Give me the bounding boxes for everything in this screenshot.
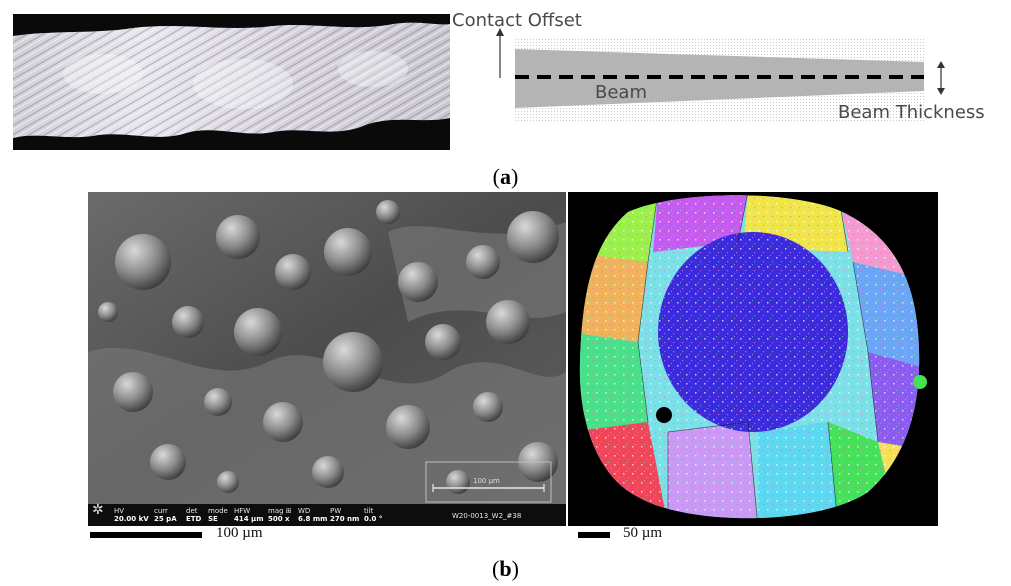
sem-info-mag: mag ⊞ 500 x — [268, 507, 292, 523]
sem-info-det: det ETD — [186, 507, 202, 523]
beam-thickness-label: Beam Thickness — [838, 102, 985, 123]
sem-scale-label: 100 µm — [216, 525, 263, 541]
beam-diagram: Contact Offset Beam Beam Thickness — [452, 6, 1011, 156]
sem-info-bar: ✲ HV 20.00 kV curr 25 pA det ETD mode SE HFW… — [88, 502, 566, 526]
sem-internal-scale-label: 100 µm — [473, 477, 500, 485]
beam-label: Beam — [595, 82, 647, 103]
sem-info-pw: PW 270 nm — [330, 507, 360, 523]
sem-info-mode: mode SE — [208, 507, 228, 523]
sem-info-wd: WD 6.8 mm — [298, 507, 328, 523]
contact-offset-arrowhead — [496, 28, 504, 36]
sem-image-svg — [88, 192, 566, 504]
ebsd-map-svg — [579, 195, 927, 519]
panel-a-label: (a) — [492, 164, 519, 189]
sem-info-hfw: HFW 414 µm — [234, 507, 264, 523]
ebsd-map — [568, 192, 938, 526]
panel-b-label: (b) — [492, 556, 519, 581]
fei-logo-icon: ✲ — [92, 502, 104, 518]
panel-a-letter: a — [500, 164, 511, 189]
ebsd-void — [656, 407, 672, 423]
optical-micrograph — [13, 14, 450, 150]
thickness-arrowhead-down — [937, 88, 945, 95]
sem-scale-box — [425, 461, 552, 503]
sem-info-tilt: tilt 0.0 ° — [364, 507, 383, 523]
sem-info-curr: curr 25 pA — [154, 507, 177, 523]
beam-diagram-svg — [496, 28, 945, 121]
optical-micrograph-image — [13, 14, 450, 150]
ebsd-scale-bar — [578, 532, 610, 538]
ebsd-scale-label: 50 µm — [623, 525, 663, 541]
sem-info-hv: HV 20.00 kV — [114, 507, 149, 523]
contact-offset-label: Contact Offset — [452, 10, 582, 31]
panel-b-letter: b — [499, 556, 512, 581]
sem-image: 100 µm ✲ HV 20.00 kV curr 25 pA det ETD mod… — [88, 192, 566, 526]
sem-sample-id: W20-0013_W2_#38 — [452, 512, 522, 520]
ebsd-grains — [579, 195, 920, 519]
thickness-arrowhead-up — [937, 61, 945, 68]
sem-scale-bar — [90, 532, 202, 538]
